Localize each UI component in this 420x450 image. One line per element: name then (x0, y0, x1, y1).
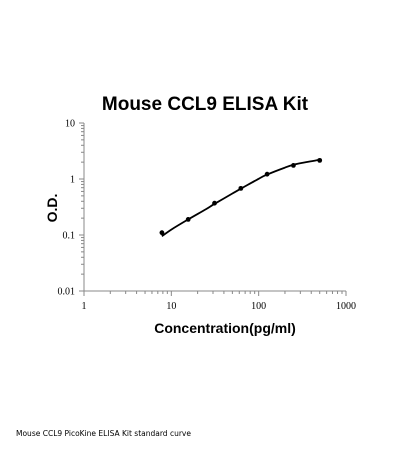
x-tick-label: 1 (82, 301, 87, 312)
y-tick-label: 0.1 (63, 231, 76, 242)
x-tick-label: 1000 (336, 301, 356, 312)
y-axis-label: O.D. (44, 194, 60, 223)
x-tick-label: 10 (166, 301, 176, 312)
data-point (317, 157, 323, 163)
data-point (238, 185, 244, 191)
y-tick-label: 0.01 (58, 287, 76, 298)
data-point (212, 200, 217, 206)
plot-area: 1 10 100 1000 0.01 0.1 1 10 (58, 119, 357, 313)
y-tick-label: 10 (65, 119, 75, 130)
x-tick-label: 100 (251, 301, 266, 312)
data-point (264, 171, 270, 177)
fit-curve-line (161, 158, 320, 237)
figure-caption: Mouse CCL9 PicoKine ELISA Kit standard c… (16, 429, 191, 438)
data-point (185, 216, 191, 222)
chart-title: Mouse CCL9 ELISA Kit (102, 94, 309, 115)
data-point (291, 162, 296, 168)
y-tick-label: 1 (70, 175, 75, 186)
x-axis-label: Concentration(pg/ml) (154, 320, 296, 336)
data-point (159, 230, 165, 236)
